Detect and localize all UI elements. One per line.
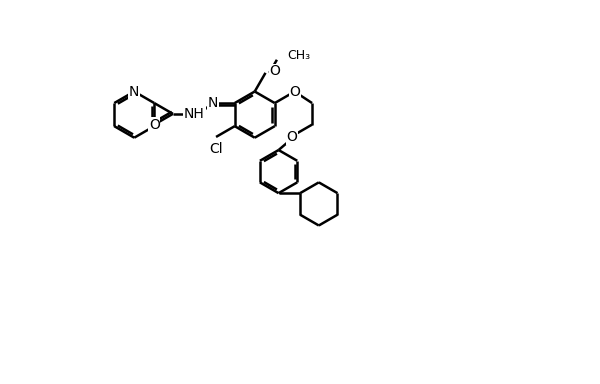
- Text: O: O: [286, 130, 297, 144]
- Text: O: O: [269, 64, 280, 78]
- Text: O: O: [149, 118, 160, 132]
- Text: N: N: [208, 96, 218, 110]
- Text: NH: NH: [184, 107, 205, 121]
- Text: CH₃: CH₃: [287, 50, 310, 63]
- Text: N: N: [129, 84, 139, 99]
- Text: O: O: [290, 85, 301, 99]
- Text: Cl: Cl: [209, 142, 223, 156]
